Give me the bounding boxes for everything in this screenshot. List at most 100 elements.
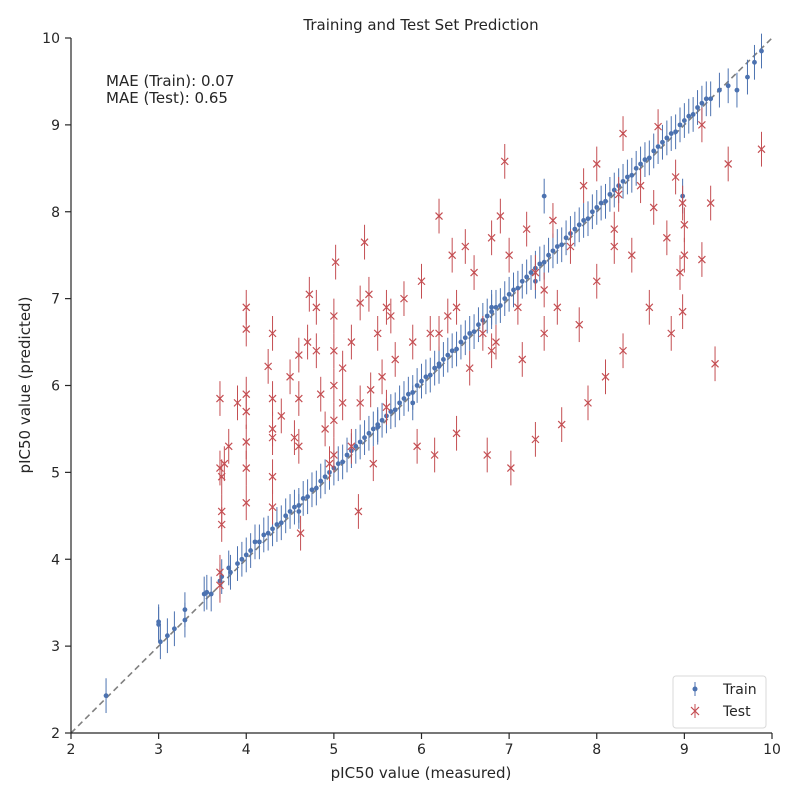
plot-area — [70, 33, 773, 734]
train-point — [598, 185, 604, 221]
y-tick-label: 5 — [51, 465, 60, 481]
test-point — [356, 285, 365, 321]
test-point — [268, 316, 277, 351]
train-point — [603, 183, 608, 219]
x-tick-label: 8 — [592, 742, 601, 758]
test-point — [579, 168, 588, 204]
train-point — [677, 107, 683, 143]
test-point — [216, 554, 224, 590]
test-point — [531, 255, 540, 290]
train-point — [164, 618, 170, 654]
train-point — [725, 68, 731, 104]
test-point — [549, 203, 557, 238]
test-point — [331, 244, 340, 280]
legend-train-label: Train — [722, 682, 757, 698]
train-point — [239, 541, 245, 577]
train-point — [256, 524, 262, 560]
train-point — [405, 376, 411, 412]
test-point — [757, 131, 766, 167]
test-point — [303, 324, 312, 360]
train-point — [585, 201, 591, 237]
test-point — [242, 311, 251, 347]
test-point — [220, 446, 229, 482]
test-point — [470, 255, 478, 290]
train-point — [484, 298, 490, 334]
test-point — [312, 333, 321, 369]
test-point — [294, 337, 303, 373]
train-point — [642, 142, 648, 177]
points-layer — [103, 33, 766, 714]
train-point — [375, 407, 381, 442]
test-point — [678, 185, 687, 221]
test-point — [649, 190, 658, 225]
test-point — [354, 494, 363, 529]
test-point — [242, 485, 251, 521]
x-tick-label: 6 — [417, 742, 426, 758]
test-point — [566, 229, 575, 264]
test-point — [329, 402, 338, 438]
train-point — [322, 459, 328, 495]
train-point — [524, 259, 530, 295]
train-point — [519, 263, 525, 299]
test-point — [408, 324, 417, 360]
train-point — [528, 255, 534, 290]
train-point — [278, 505, 284, 541]
test-point — [391, 342, 400, 377]
train-point — [441, 342, 446, 377]
chart-title: Training and Test Set Prediction — [302, 16, 538, 34]
test-point — [294, 381, 303, 416]
test-point — [496, 198, 505, 234]
train-point — [646, 140, 652, 176]
train-point — [265, 515, 271, 551]
train-point — [611, 172, 617, 208]
test-point — [697, 107, 706, 143]
train-point — [471, 314, 477, 350]
test-point — [676, 255, 684, 290]
y-tick-label: 4 — [51, 552, 60, 568]
test-point — [553, 289, 562, 325]
train-point — [423, 359, 429, 395]
train-point — [607, 177, 613, 212]
test-point — [601, 359, 610, 395]
x-tick-label: 5 — [329, 742, 338, 758]
legend-train-marker — [692, 682, 698, 696]
train-point — [432, 350, 438, 386]
train-point — [157, 624, 163, 660]
test-point — [217, 494, 226, 529]
test-point — [430, 437, 439, 473]
train-point — [397, 385, 402, 421]
test-point — [216, 450, 224, 486]
test-point — [356, 385, 365, 421]
train-point — [497, 288, 503, 323]
train-point — [392, 392, 398, 428]
train-point — [182, 592, 188, 628]
test-point — [426, 316, 435, 351]
train-point — [703, 81, 709, 117]
test-point — [592, 146, 601, 182]
train-point — [462, 320, 468, 356]
train-point — [292, 489, 297, 525]
train-point — [344, 437, 350, 473]
test-point — [329, 437, 338, 473]
x-tick-label: 3 — [154, 742, 163, 758]
train-point — [511, 272, 516, 308]
test-point — [312, 289, 321, 325]
train-point — [651, 133, 657, 169]
test-point — [627, 237, 636, 273]
train-point — [673, 114, 679, 150]
train-point — [476, 307, 481, 343]
train-point — [419, 363, 424, 399]
mae-test-annotation: MAE (Test): 0.65 — [106, 89, 228, 107]
test-point — [242, 394, 251, 429]
legend-test-label: Test — [722, 704, 751, 720]
test-point — [268, 489, 277, 525]
train-point — [717, 72, 722, 108]
test-point — [487, 220, 496, 256]
train-point — [572, 211, 578, 247]
test-point — [413, 428, 422, 464]
test-point — [373, 316, 382, 351]
test-point — [522, 211, 531, 247]
train-point — [537, 246, 543, 282]
train-point — [745, 59, 750, 95]
test-point — [329, 368, 338, 403]
